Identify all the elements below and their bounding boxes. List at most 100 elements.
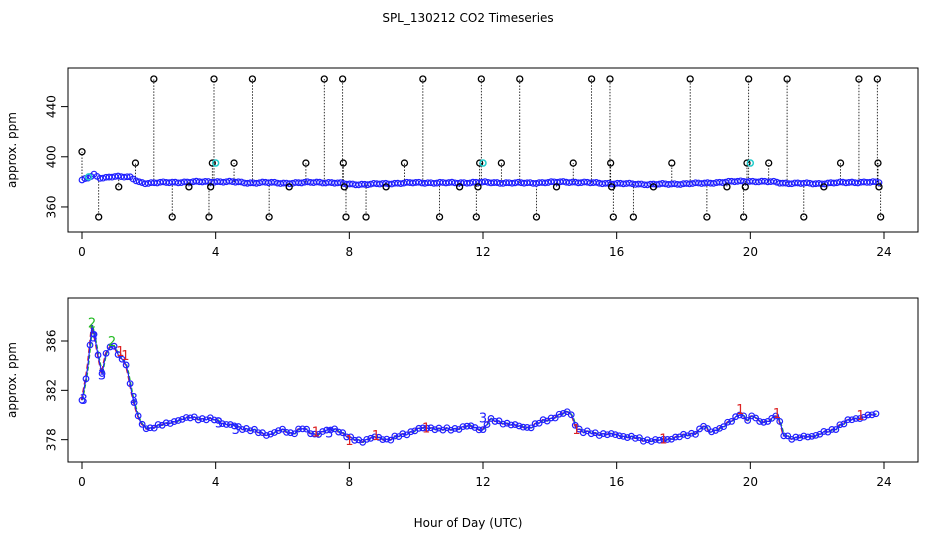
spike-point (342, 213, 350, 221)
data-point (656, 436, 663, 444)
data-point (680, 430, 687, 438)
series-digit-label: 2 (108, 335, 116, 350)
data-point (335, 428, 343, 436)
spike-point (516, 75, 524, 83)
top-x-tick-label: 16 (609, 245, 624, 259)
top-spike-lines (81, 79, 882, 217)
spike-point (606, 75, 614, 83)
spike-point (873, 75, 881, 83)
data-point (495, 417, 503, 425)
spike-point (339, 159, 347, 167)
data-point (379, 436, 387, 444)
data-point (135, 178, 143, 186)
data-point (81, 175, 89, 182)
spike-point (185, 183, 193, 191)
data-point (351, 436, 359, 444)
data-point (844, 416, 852, 424)
data-point (170, 418, 178, 425)
spike-point (340, 183, 348, 191)
data-point (728, 418, 736, 425)
top-y-tick-label: 400 (45, 145, 59, 168)
data-point (652, 436, 659, 443)
data-point (625, 179, 633, 187)
data-point (644, 436, 651, 444)
data-point (114, 351, 122, 358)
chart-title: SPL_130212 CO2 Timeseries (382, 11, 553, 25)
data-point (90, 330, 98, 338)
spike-point (265, 213, 273, 221)
data-point (286, 180, 293, 188)
data-point (541, 179, 549, 187)
spike-point (649, 183, 658, 191)
data-point (267, 430, 274, 438)
data-point (686, 180, 693, 188)
data-point (796, 434, 804, 442)
spike-point (800, 213, 808, 221)
data-point (291, 430, 298, 438)
data-point (635, 434, 643, 442)
data-point (772, 412, 780, 420)
data-point (214, 417, 222, 424)
data-point (467, 422, 475, 430)
spike-point (532, 213, 541, 221)
series-digit-label: 3 (479, 412, 487, 427)
data-point (230, 422, 238, 430)
spike-point (78, 148, 86, 156)
series-digit-label: 1 (856, 409, 864, 424)
data-point (575, 425, 583, 433)
data-point (122, 361, 130, 369)
data-point (253, 179, 260, 187)
data-point (407, 428, 415, 436)
data-point (744, 417, 752, 424)
data-point (599, 430, 607, 437)
series-digit-label: 1 (372, 429, 380, 444)
series-digit-label: 3 (80, 393, 88, 408)
data-point (178, 415, 186, 423)
data-point (363, 435, 371, 443)
top-x-tick-label: 12 (475, 245, 490, 259)
bottom-x-tick-label: 24 (876, 475, 891, 489)
data-point (397, 180, 405, 187)
spike-point (587, 75, 596, 83)
spike-point (362, 213, 370, 221)
data-point (571, 421, 579, 429)
bottom-y-tick-label: 382 (45, 379, 59, 402)
data-point (808, 432, 816, 440)
spike-point (608, 183, 616, 191)
data-point (875, 179, 883, 187)
data-point (174, 417, 182, 424)
data-point (419, 424, 427, 432)
cyan-point (746, 159, 755, 167)
data-point (724, 418, 732, 426)
data-point (619, 432, 627, 440)
bottom-y-axis: 378 382 386 (45, 330, 69, 451)
spike-point (609, 213, 617, 221)
data-point (499, 420, 507, 428)
data-point (756, 418, 764, 425)
data-point (615, 432, 623, 440)
spike-point (877, 213, 885, 221)
data-point (547, 414, 555, 422)
spike-point (435, 213, 444, 221)
data-point (383, 435, 391, 443)
top-x-tick-label: 0 (78, 245, 86, 259)
data-point (481, 178, 489, 186)
data-point (820, 428, 828, 435)
data-point (367, 434, 375, 442)
data-point (868, 411, 876, 419)
bottom-x-axis: 0 4 8 12 16 20 24 (78, 461, 892, 489)
data-point (271, 178, 278, 186)
cyan-point (479, 159, 487, 167)
data-point (623, 434, 631, 441)
data-point (551, 414, 559, 422)
data-point (592, 179, 600, 186)
series-digit-label: 1 (345, 434, 353, 449)
data-point (431, 426, 439, 434)
spike-point (131, 159, 140, 167)
data-point (110, 342, 118, 350)
spike-point (703, 213, 711, 221)
data-point (716, 424, 723, 432)
data-point (828, 426, 836, 433)
data-point (118, 355, 126, 363)
